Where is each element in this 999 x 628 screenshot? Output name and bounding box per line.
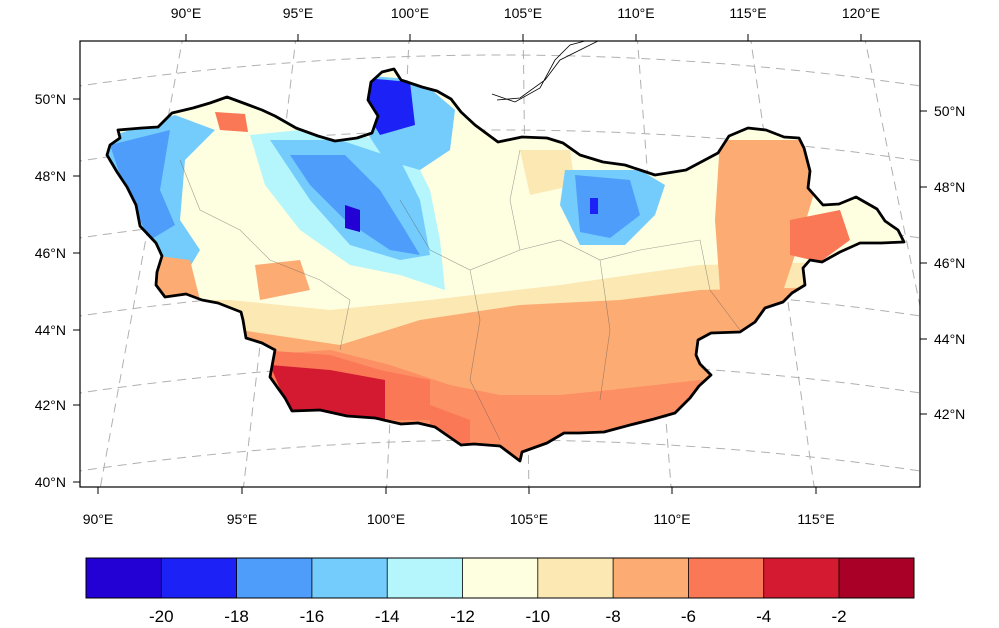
top-lon-label: 105°E [504,5,542,21]
top-lon-label: 90°E [171,5,202,21]
colorbar-swatch [161,558,237,598]
colorbar-swatch [236,558,312,598]
left-lat-label: 48°N [35,168,66,184]
left-lat-label: 46°N [35,245,66,261]
right-lat-label: 46°N [934,255,965,271]
top-lon-label: 100°E [391,5,429,21]
bottom-lon-label: 105°E [510,511,548,527]
top-lon-label: 115°E [729,5,766,21]
colorbar-swatch [462,558,538,598]
axis-ticks [73,34,927,494]
bottom-lon-labels: 90°E 95°E 100°E 105°E 110°E 115°E [83,511,835,527]
colorbar-label: -20 [149,607,174,626]
colorbar-label: -4 [756,607,771,626]
colorbar-swatch [839,558,914,598]
bottom-lon-label: 90°E [83,511,114,527]
right-lat-label: 50°N [934,103,965,119]
top-lon-label: 95°E [283,5,314,21]
left-lat-label: 42°N [35,397,66,413]
bottom-lon-label: 110°E [653,511,690,527]
right-lat-label: 42°N [934,406,965,422]
right-lat-label: 44°N [934,331,965,347]
colorbar-label: -12 [450,607,475,626]
colorbar-swatch [688,558,764,598]
bottom-lon-label: 95°E [227,511,258,527]
colorbar-swatch [86,558,162,598]
right-lat-label: 48°N [934,179,965,195]
temperature-field [107,69,904,461]
left-lat-label: 44°N [35,322,66,338]
bottom-lon-label: 115°E [797,511,834,527]
top-lon-label: 110°E [617,5,654,21]
colorbar-label: -2 [831,607,846,626]
colorbar-label: -6 [681,607,696,626]
lake-outline [491,40,599,103]
colorbar-label: -18 [224,607,249,626]
colorbar-swatch [763,558,839,598]
left-lat-label: 40°N [35,474,66,490]
top-lon-label: 120°E [842,5,880,21]
province-boundaries [179,149,741,441]
colorbar-swatch [387,558,463,598]
left-lat-label: 50°N [35,91,66,107]
bottom-lon-label: 100°E [367,511,405,527]
colorbar-label: -14 [375,607,400,626]
colorbar-label: -16 [300,607,325,626]
mongolia-border [105,67,906,463]
right-lat-labels: 50°N 48°N 46°N 44°N 42°N [934,103,965,422]
top-lon-labels: 90°E 95°E 100°E 105°E 110°E 115°E 120°E [171,5,880,21]
colorbar: -20 -18 -16 -14 -12 -10 -8 -6 -4 -2 [85,557,915,626]
colorbar-label: -10 [526,607,551,626]
colorbar-swatch [311,558,388,598]
left-lat-labels: 50°N 48°N 46°N 44°N 42°N 40°N [35,91,66,490]
map-frame [79,40,921,488]
colorbar-label: -8 [606,607,621,626]
colorbar-swatch [537,558,614,598]
colorbar-swatch [613,558,689,598]
